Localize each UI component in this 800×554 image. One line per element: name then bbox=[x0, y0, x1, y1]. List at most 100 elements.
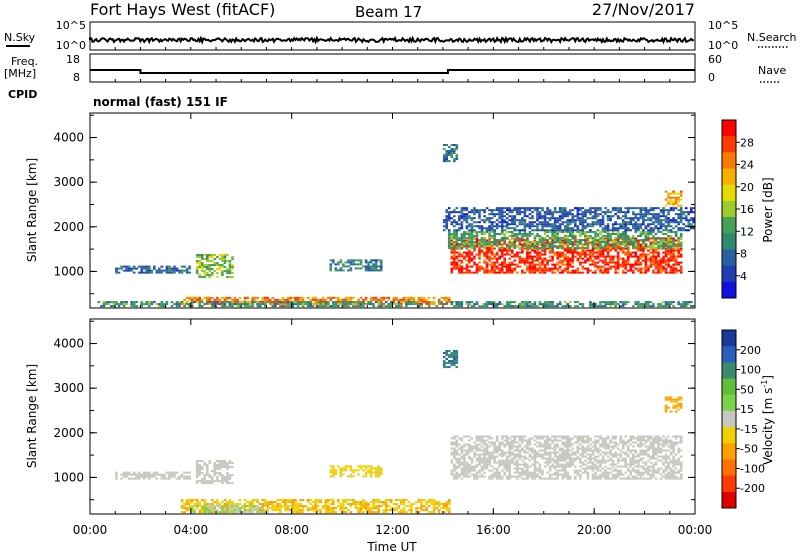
heatmap-cell bbox=[601, 223, 605, 226]
heatmap-cell bbox=[223, 480, 227, 483]
heatmap-cell bbox=[664, 227, 668, 230]
heatmap-cell bbox=[294, 303, 297, 306]
heatmap-cell bbox=[649, 241, 653, 244]
heatmap-cell bbox=[599, 435, 602, 438]
heatmap-cell bbox=[637, 455, 640, 458]
heatmap-cell bbox=[367, 267, 370, 270]
heatmap-cell bbox=[584, 225, 587, 228]
heatmap-cell bbox=[639, 303, 643, 306]
heatmap-cell bbox=[568, 445, 572, 448]
heatmap-cell bbox=[344, 301, 348, 304]
heatmap-cell bbox=[566, 213, 570, 216]
heatmap-cell bbox=[526, 223, 529, 226]
heatmap-cell bbox=[455, 229, 459, 232]
heatmap-cell bbox=[218, 462, 222, 465]
heatmap-cell bbox=[556, 303, 559, 306]
heatmap-cell bbox=[180, 271, 184, 274]
heatmap-cell bbox=[664, 219, 668, 222]
heatmap-cell bbox=[579, 473, 582, 476]
colorbar-swatch bbox=[722, 200, 736, 218]
heatmap-cell bbox=[513, 263, 517, 266]
heatmap-cell bbox=[611, 223, 615, 226]
heatmap-cell bbox=[480, 231, 484, 234]
heatmap-cell bbox=[205, 268, 209, 271]
heatmap-cell bbox=[200, 478, 204, 481]
heatmap-cell bbox=[669, 249, 673, 252]
heatmap-cell bbox=[526, 463, 529, 466]
heatmap-cell bbox=[566, 449, 570, 452]
heatmap-cell bbox=[563, 237, 567, 240]
heatmap-cell bbox=[654, 463, 658, 466]
heatmap-cell bbox=[674, 192, 678, 195]
heatmap-cell bbox=[513, 235, 517, 238]
heatmap-cell bbox=[500, 453, 504, 456]
heatmap-cell bbox=[168, 271, 171, 274]
heatmap-cell bbox=[589, 447, 592, 450]
heatmap-cell bbox=[626, 477, 630, 480]
heatmap-cell bbox=[604, 267, 607, 270]
heatmap-cell bbox=[551, 477, 554, 480]
heatmap-cell bbox=[584, 243, 587, 246]
heatmap-cell bbox=[558, 225, 562, 228]
heatmap-cell bbox=[594, 215, 597, 218]
heatmap-cell bbox=[611, 475, 615, 478]
heatmap-cell bbox=[450, 156, 454, 159]
heatmap-cell bbox=[140, 303, 144, 306]
heatmap-cell bbox=[546, 207, 549, 210]
heatmap-cell bbox=[647, 449, 650, 452]
heatmap-cell bbox=[614, 247, 617, 250]
heatmap-cell bbox=[611, 461, 615, 464]
heatmap-cell bbox=[140, 271, 144, 274]
heatmap-cell bbox=[647, 239, 650, 242]
heatmap-cell bbox=[205, 274, 209, 277]
heatmap-cell bbox=[195, 266, 199, 269]
heatmap-cell bbox=[468, 447, 471, 450]
heatmap-cell bbox=[160, 269, 164, 272]
heatmap-cell bbox=[548, 243, 552, 246]
heatmap-cell bbox=[654, 477, 658, 480]
heatmap-cell bbox=[493, 473, 496, 476]
heatmap-cell bbox=[319, 305, 322, 308]
heatmap-cell bbox=[460, 267, 464, 270]
heatmap-cell bbox=[490, 237, 494, 240]
heatmap-cell bbox=[566, 221, 570, 224]
heatmap-cell bbox=[594, 455, 597, 458]
heatmap-cell bbox=[460, 255, 464, 258]
heatmap-cell bbox=[677, 239, 680, 242]
heatmap-cell bbox=[556, 241, 559, 244]
heatmap-cell bbox=[228, 305, 232, 308]
heatmap-cell bbox=[624, 233, 628, 236]
heatmap-cell bbox=[637, 461, 640, 464]
heatmap-cell bbox=[536, 247, 539, 250]
heatmap-cell bbox=[556, 261, 559, 264]
heatmap-cell bbox=[536, 251, 539, 254]
heatmap-cell bbox=[216, 256, 219, 259]
heatmap-cell bbox=[468, 445, 471, 448]
heatmap-cell bbox=[548, 305, 552, 308]
heatmap-cell bbox=[500, 267, 504, 270]
heatmap-cell bbox=[521, 239, 524, 242]
heatmap-cell bbox=[478, 469, 481, 472]
heatmap-cell bbox=[163, 303, 166, 306]
heatmap-cell bbox=[228, 462, 232, 465]
heatmap-cell bbox=[122, 269, 126, 272]
heatmap-cell bbox=[516, 471, 519, 474]
heatmap-cell bbox=[667, 257, 670, 260]
heatmap-cell bbox=[667, 217, 670, 220]
heatmap-cell bbox=[465, 453, 469, 456]
heatmap-cell bbox=[445, 144, 449, 147]
heatmap-cell bbox=[654, 255, 658, 258]
heatmap-cell bbox=[531, 261, 534, 264]
heatmap-cell bbox=[571, 215, 575, 218]
heatmap-cell bbox=[649, 229, 653, 232]
heatmap-cell bbox=[637, 225, 640, 228]
heatmap-cell bbox=[591, 469, 595, 472]
heatmap-cell bbox=[508, 477, 512, 480]
heatmap-cell bbox=[639, 263, 643, 266]
heatmap-cell bbox=[364, 261, 368, 264]
heatmap-cell bbox=[626, 243, 630, 246]
heatmap-cell bbox=[510, 249, 514, 252]
heatmap-cell bbox=[447, 243, 451, 246]
heatmap-cell bbox=[395, 302, 398, 305]
heatmap-cell bbox=[548, 219, 552, 222]
